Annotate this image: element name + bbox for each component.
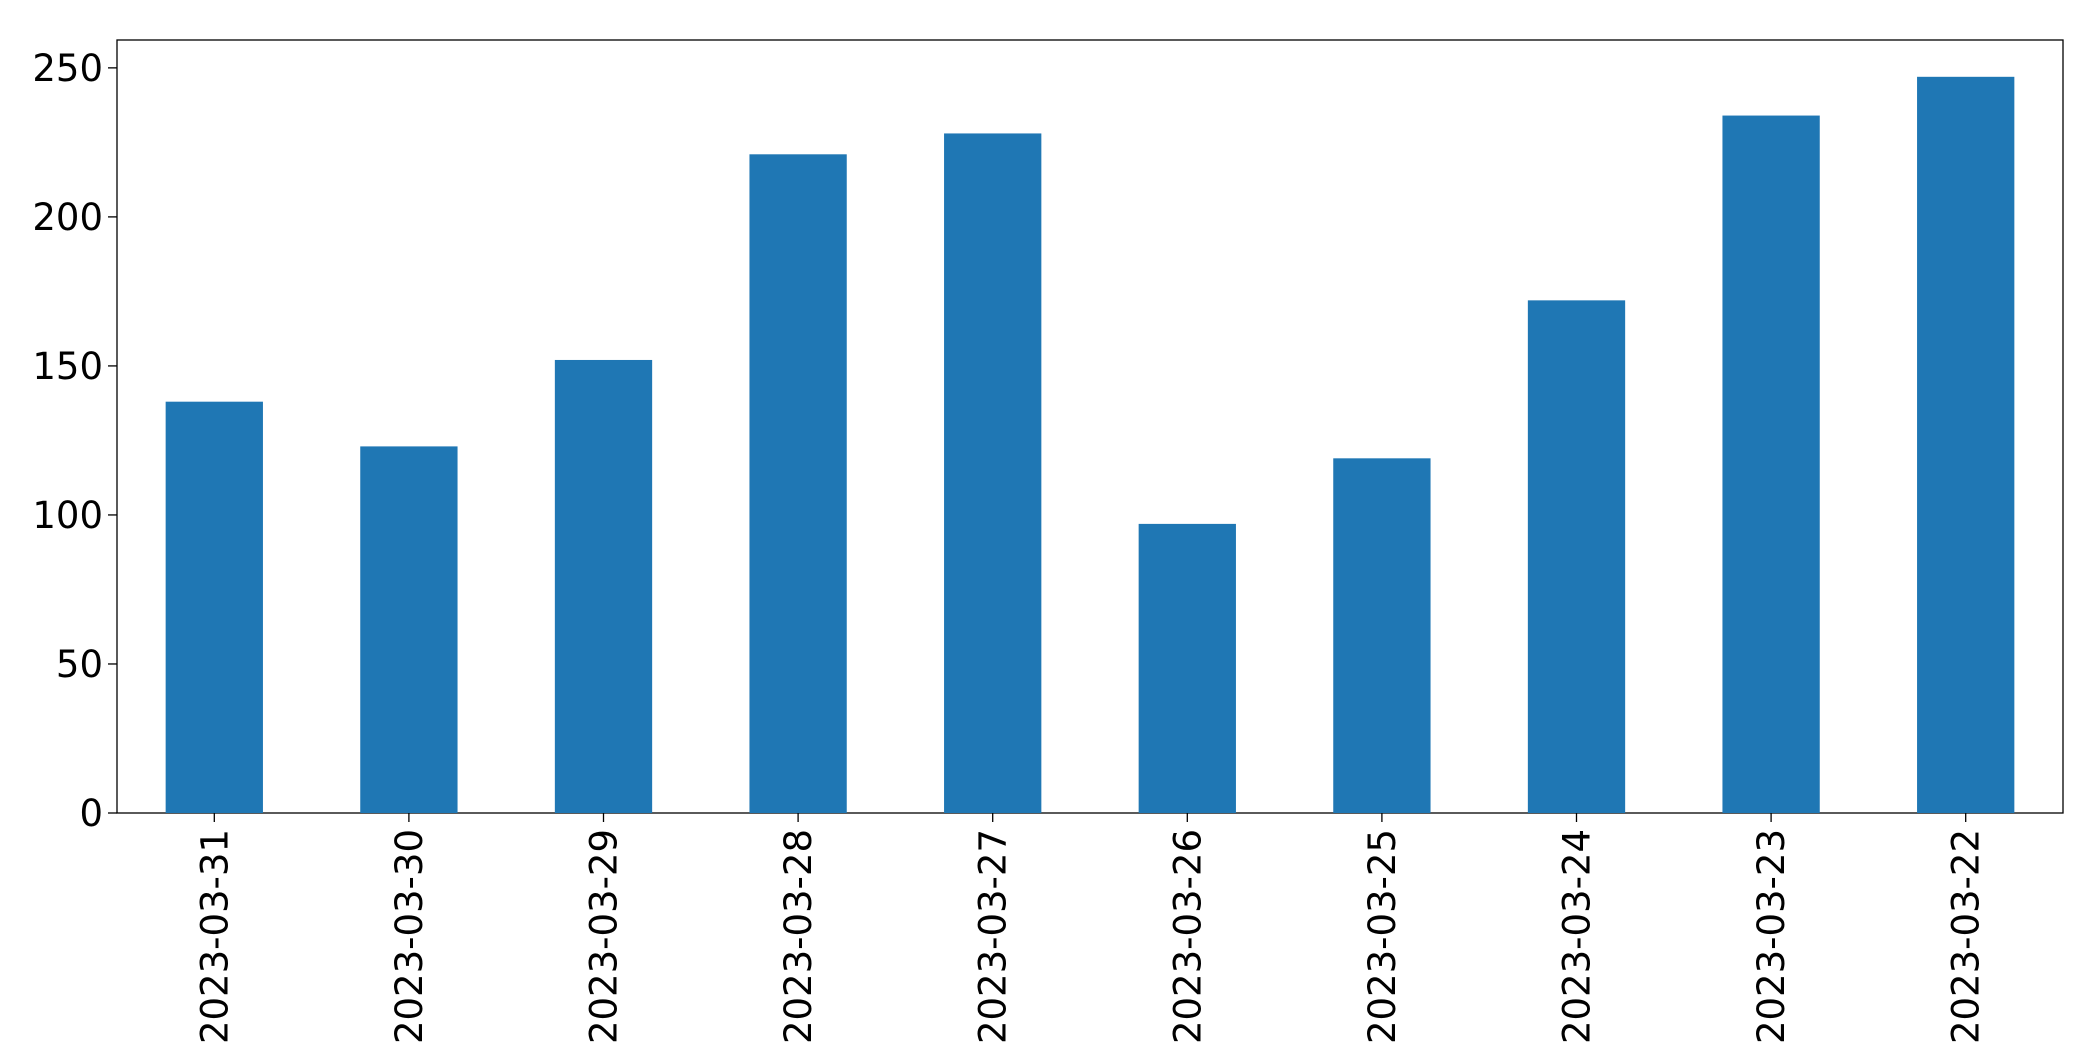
y-tick-label: 0 xyxy=(79,792,103,835)
x-tick-label: 2023-03-22 xyxy=(1945,829,1988,1044)
bar xyxy=(360,446,458,813)
x-tick-label: 2023-03-27 xyxy=(972,829,1015,1044)
y-tick-label: 50 xyxy=(56,643,103,686)
x-tick-label: 2023-03-28 xyxy=(777,829,820,1044)
plot-frame xyxy=(116,39,2064,814)
y-tick-label: 150 xyxy=(32,345,103,388)
x-tick-label: 2023-03-29 xyxy=(583,829,626,1044)
bar xyxy=(554,359,653,813)
x-tick-label: 2023-03-23 xyxy=(1750,829,1793,1044)
y-tick-label: 200 xyxy=(32,196,103,239)
y-tick-label: 100 xyxy=(32,494,103,537)
bar xyxy=(1917,76,2015,814)
x-tick-label: 2023-03-30 xyxy=(388,829,431,1044)
bar xyxy=(749,154,847,814)
x-tick-label: 2023-03-26 xyxy=(1166,829,1209,1044)
x-tick-label: 2023-03-25 xyxy=(1361,829,1404,1044)
bar xyxy=(1138,523,1236,813)
bar xyxy=(1722,115,1820,813)
x-tick-label: 2023-03-24 xyxy=(1556,829,1599,1044)
y-tick-label: 250 xyxy=(32,47,103,90)
bar xyxy=(1527,300,1626,814)
x-tick-label: 2023-03-31 xyxy=(193,829,236,1044)
bar xyxy=(165,401,263,813)
bar xyxy=(944,133,1042,813)
bar xyxy=(1333,458,1431,813)
